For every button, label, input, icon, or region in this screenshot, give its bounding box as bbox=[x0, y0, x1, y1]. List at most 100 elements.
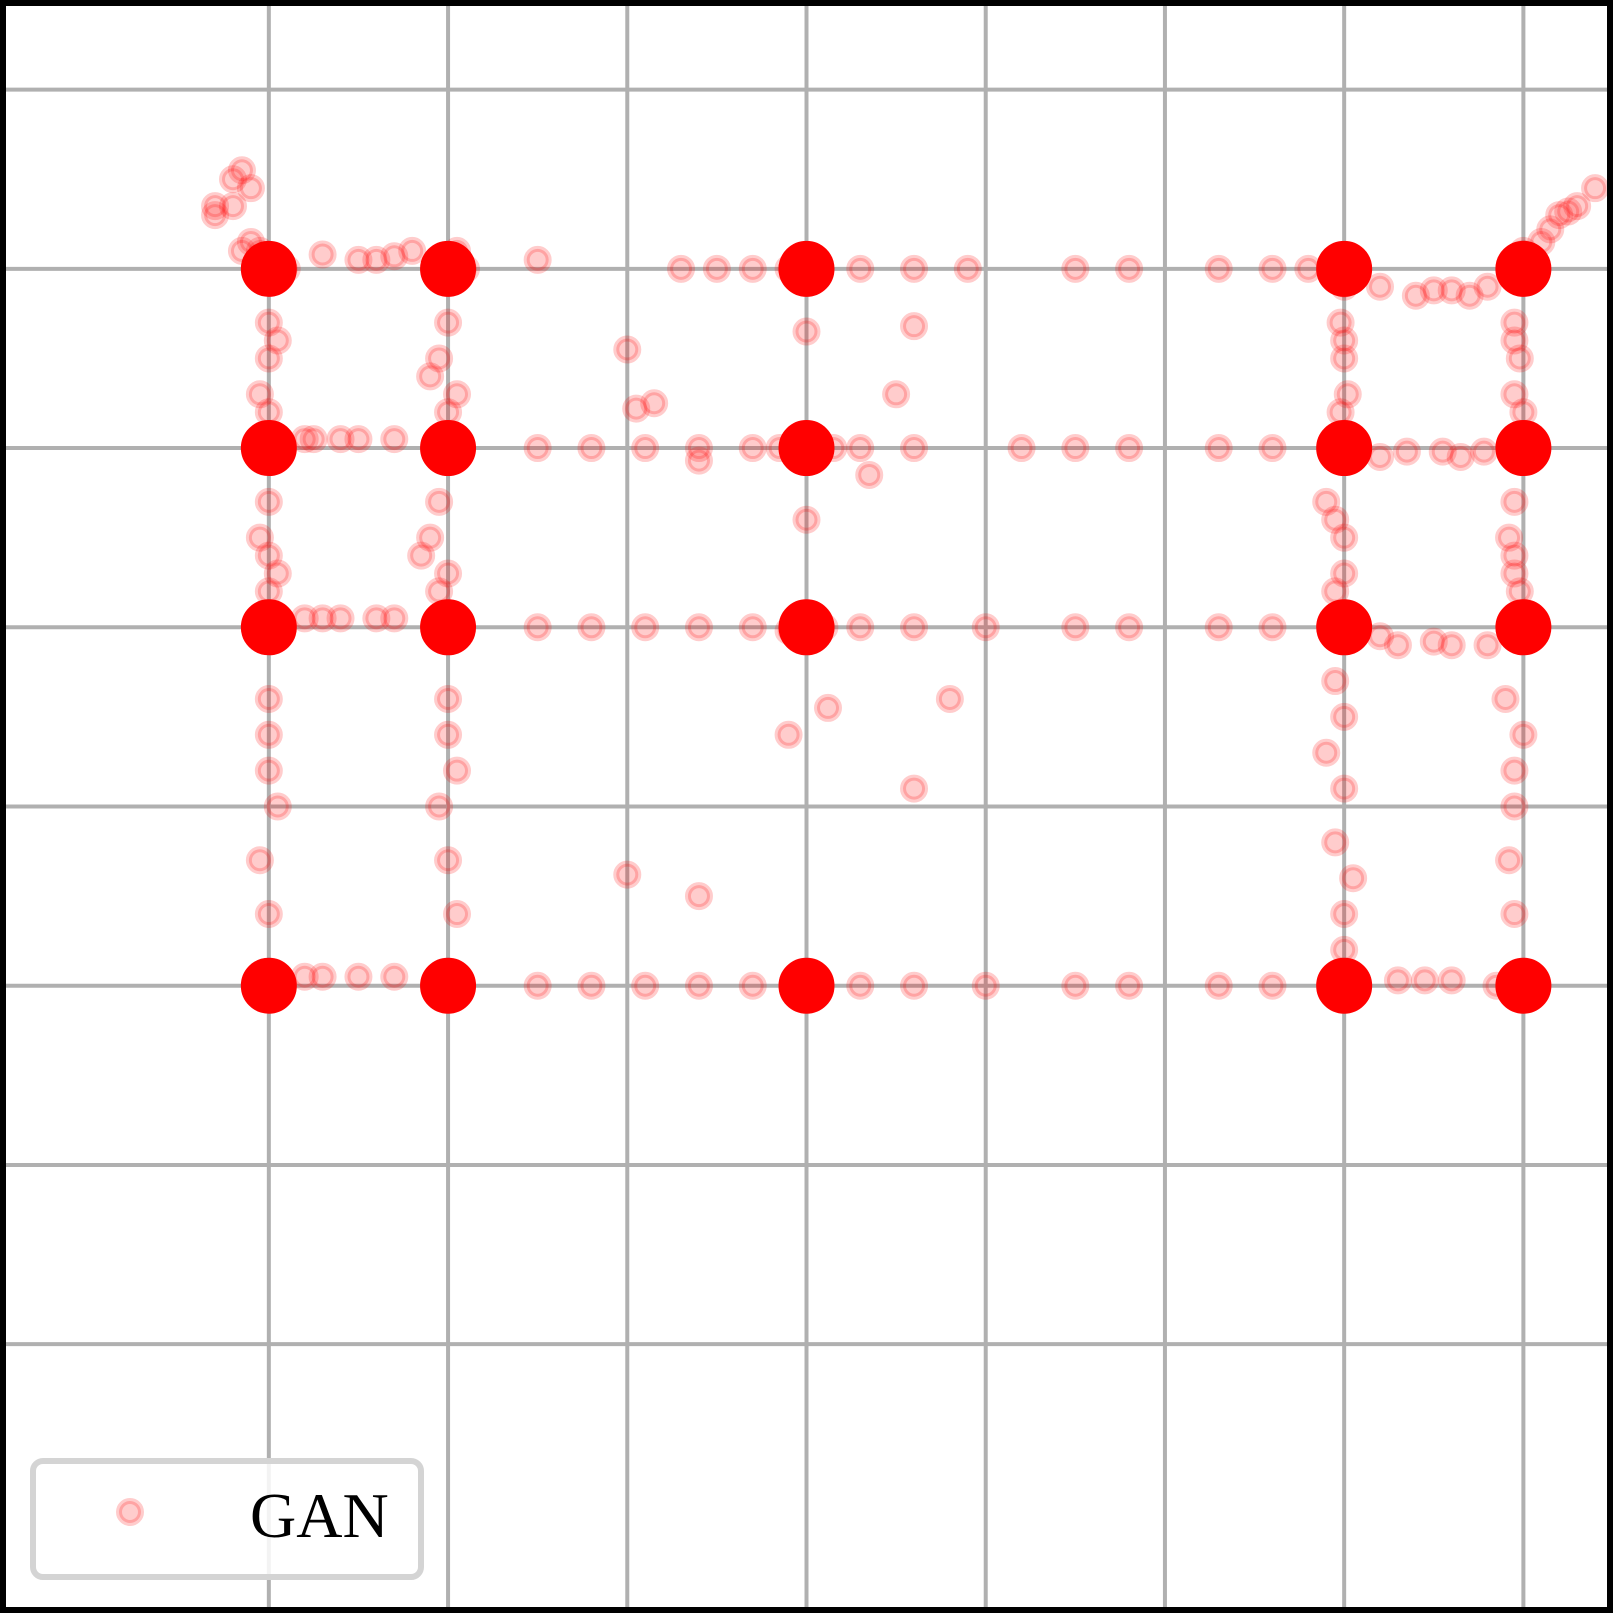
cluster-blob bbox=[1495, 420, 1552, 477]
data-point bbox=[1500, 380, 1529, 409]
data-point bbox=[1419, 276, 1448, 305]
data-point bbox=[263, 245, 292, 274]
data-point bbox=[631, 613, 660, 642]
data-point bbox=[344, 245, 373, 274]
data-point bbox=[900, 971, 929, 1000]
data-point bbox=[1115, 613, 1144, 642]
data-point bbox=[1500, 434, 1529, 463]
data-point bbox=[1509, 720, 1538, 749]
data-points bbox=[201, 156, 1610, 1014]
data-point bbox=[227, 236, 256, 265]
data-point bbox=[684, 434, 713, 463]
data-point bbox=[774, 720, 803, 749]
data-point bbox=[846, 971, 875, 1000]
data-point bbox=[1321, 434, 1350, 463]
cluster-blob bbox=[1316, 957, 1373, 1014]
data-point bbox=[792, 613, 821, 642]
data-point bbox=[684, 971, 713, 1000]
data-point bbox=[1437, 276, 1466, 305]
data-point bbox=[434, 308, 463, 337]
data-point bbox=[425, 487, 454, 516]
data-point bbox=[900, 312, 929, 341]
data-point bbox=[1455, 281, 1484, 310]
data-point bbox=[1500, 559, 1529, 588]
cluster-blob bbox=[420, 957, 477, 1014]
data-point bbox=[1312, 738, 1341, 767]
data-point bbox=[326, 604, 355, 633]
data-point bbox=[254, 430, 283, 459]
data-point bbox=[1061, 613, 1090, 642]
data-point bbox=[1505, 344, 1534, 373]
data-point bbox=[1330, 437, 1359, 466]
data-point bbox=[1366, 272, 1395, 301]
data-point bbox=[362, 245, 391, 274]
data-point bbox=[855, 460, 884, 489]
legend-box bbox=[30, 1458, 424, 1580]
data-point bbox=[1428, 437, 1457, 466]
data-point bbox=[254, 541, 283, 570]
data-point bbox=[425, 792, 454, 821]
data-point bbox=[443, 616, 472, 645]
data-point bbox=[1563, 192, 1592, 221]
data-point bbox=[254, 720, 283, 749]
data-point bbox=[792, 434, 821, 463]
data-point bbox=[1333, 622, 1362, 651]
data-point bbox=[245, 971, 274, 1000]
data-point bbox=[1419, 627, 1448, 656]
data-point bbox=[254, 613, 283, 642]
data-point bbox=[523, 434, 552, 463]
data-point bbox=[882, 380, 911, 409]
data-point bbox=[1482, 971, 1511, 1000]
data-point bbox=[263, 559, 292, 588]
data-point bbox=[1512, 980, 1541, 1009]
data-point bbox=[1007, 434, 1036, 463]
data-point bbox=[1330, 251, 1359, 280]
data-point bbox=[1469, 437, 1498, 466]
data-point bbox=[1366, 443, 1395, 472]
data-point bbox=[434, 398, 463, 427]
data-point bbox=[434, 684, 463, 713]
cluster-blob bbox=[240, 420, 297, 477]
data-point bbox=[236, 174, 265, 203]
data-point bbox=[631, 971, 660, 1000]
data-point bbox=[443, 380, 472, 409]
data-point bbox=[1321, 505, 1350, 534]
data-point bbox=[425, 344, 454, 373]
data-point bbox=[254, 308, 283, 337]
data-point bbox=[935, 684, 964, 713]
data-point bbox=[1258, 971, 1287, 1000]
data-point bbox=[254, 344, 283, 373]
data-point bbox=[1115, 434, 1144, 463]
data-point bbox=[971, 971, 1000, 1000]
data-point bbox=[1339, 443, 1368, 472]
data-point bbox=[1500, 308, 1529, 337]
data-point bbox=[434, 971, 463, 1000]
data-point bbox=[1500, 756, 1529, 785]
data-point bbox=[1115, 254, 1144, 283]
data-point bbox=[577, 613, 606, 642]
data-point bbox=[344, 962, 373, 991]
data-point bbox=[218, 192, 247, 221]
data-point bbox=[1554, 197, 1583, 226]
data-point bbox=[245, 609, 274, 638]
data-point bbox=[263, 980, 292, 1009]
data-point bbox=[398, 236, 427, 265]
cluster-blob bbox=[1495, 240, 1552, 297]
cluster-blob bbox=[240, 240, 297, 297]
data-point bbox=[254, 900, 283, 929]
data-point bbox=[1258, 613, 1287, 642]
data-point bbox=[774, 254, 803, 283]
data-point bbox=[254, 577, 283, 606]
data-point bbox=[443, 443, 472, 472]
data-point bbox=[380, 242, 409, 271]
data-point bbox=[1321, 577, 1350, 606]
data-point bbox=[218, 165, 247, 194]
data-point bbox=[1500, 254, 1529, 283]
data-point bbox=[783, 975, 812, 1004]
data-point bbox=[258, 616, 287, 645]
data-point bbox=[1505, 616, 1534, 645]
data-point bbox=[1410, 966, 1439, 995]
data-point bbox=[1258, 434, 1287, 463]
